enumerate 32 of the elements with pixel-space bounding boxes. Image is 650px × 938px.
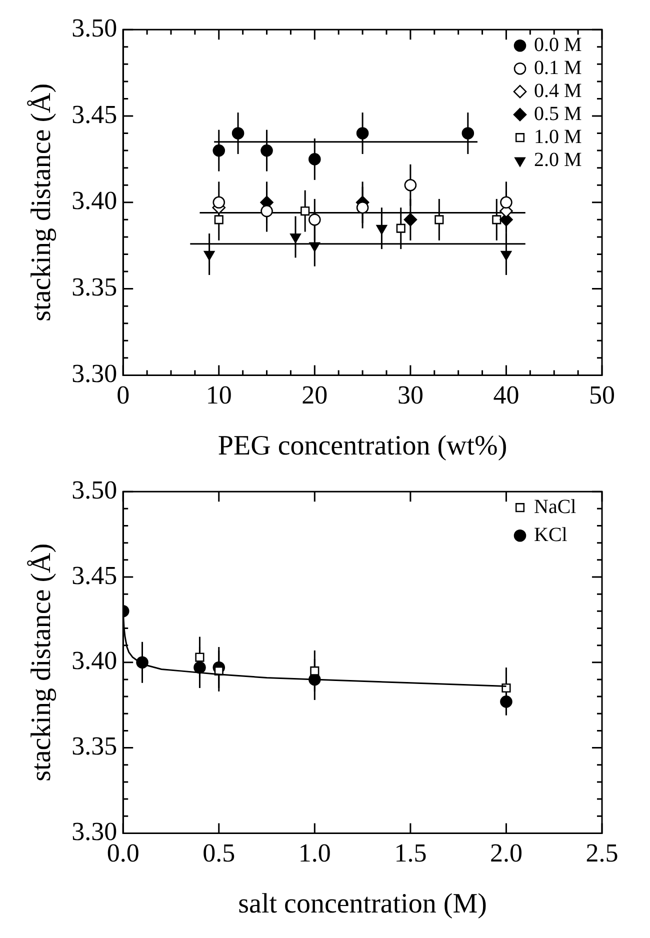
x-tick-label: 1.0 (298, 838, 331, 868)
x-tick-label: 10 (206, 380, 232, 410)
x-tick-label: 0.5 (202, 838, 236, 868)
y-tick-label: 3.45 (72, 560, 118, 590)
y-tick-label: 3.30 (72, 359, 118, 388)
legend-label: 2.0 M (534, 148, 582, 171)
y-tick-label: 3.45 (72, 100, 118, 129)
legend-label: 0.1 M (534, 56, 582, 79)
legend-label: 0.4 M (534, 80, 582, 102)
y-tick-label: 3.40 (72, 646, 118, 676)
legend-label: 0.0 M (534, 34, 582, 56)
x-tick-label: 30 (397, 380, 424, 410)
legend-label: KCl (534, 524, 568, 546)
y-tick-label: 3.35 (72, 732, 118, 761)
x-tick-label: 40 (493, 380, 520, 410)
legend-label: 0.5 M (534, 102, 582, 125)
x-tick-label: 1.5 (394, 838, 427, 868)
x-tick-label: 0 (116, 380, 130, 410)
x-tick-label: 50 (589, 380, 615, 410)
y-tick-label: 3.50 (72, 475, 118, 504)
y-tick-label: 3.50 (72, 13, 118, 42)
x-axis-title: salt concentration (M) (238, 888, 487, 920)
x-tick-label: 20 (302, 380, 328, 410)
y-axis-title: stacking distance (Å) (26, 83, 58, 322)
x-tick-label: 2.5 (586, 838, 618, 868)
legend-label: NaCl (534, 496, 577, 518)
y-axis-title: stacking distance (Å) (26, 543, 58, 782)
x-tick-label: 2.0 (490, 838, 522, 868)
y-tick-label: 3.35 (72, 272, 118, 302)
y-tick-label: 3.40 (72, 186, 118, 216)
legend-label: 1.0 M (534, 126, 582, 148)
x-axis-title: PEG concentration (wt%) (218, 430, 508, 462)
